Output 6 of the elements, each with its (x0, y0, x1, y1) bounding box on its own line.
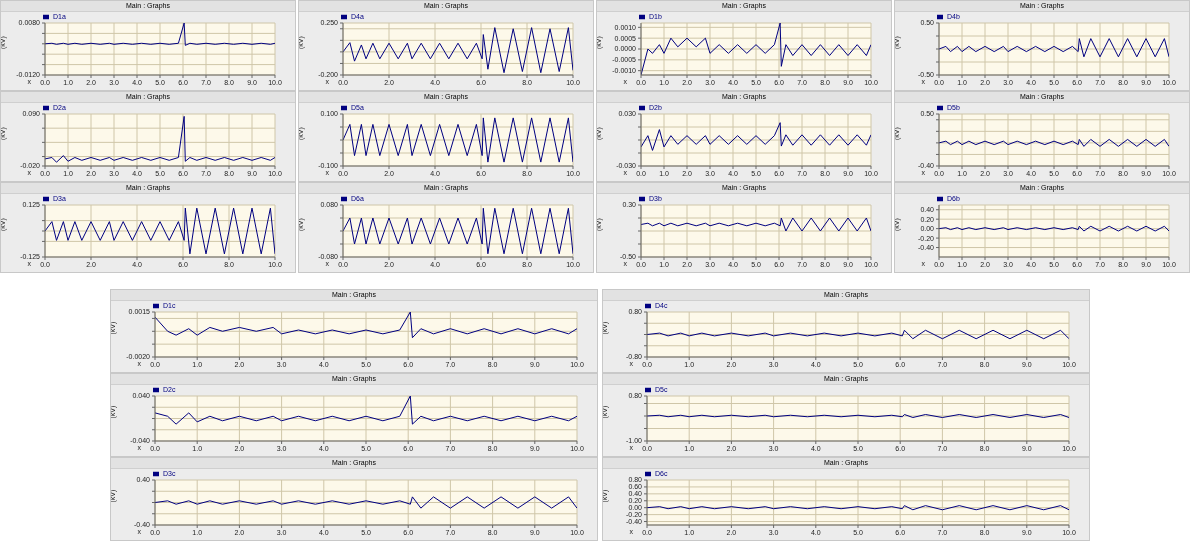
line-series (155, 496, 577, 509)
line-series (647, 329, 1069, 340)
line-series (939, 38, 1169, 58)
line-series (641, 122, 871, 151)
line-series (641, 217, 871, 232)
line-series (939, 138, 1169, 147)
